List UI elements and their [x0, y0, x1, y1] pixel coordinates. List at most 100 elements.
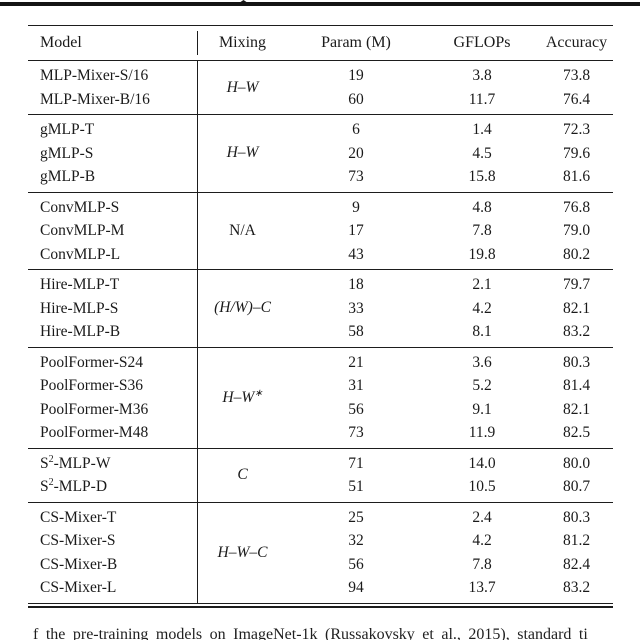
- accuracy-cell: 82.4: [562, 555, 591, 573]
- accuracy-cell: 80.7: [562, 478, 591, 495]
- model-cell: ConvMLP-S: [40, 198, 120, 216]
- param-cell: 18: [348, 276, 364, 293]
- param-cell: 60: [348, 90, 364, 108]
- model-cell: PoolFormer-S36: [40, 377, 144, 394]
- param-cell: 58: [348, 323, 364, 340]
- accuracy-cell: 79.6: [562, 144, 591, 162]
- accuracy-cell: 81.2: [562, 532, 591, 549]
- accuracy-cell: 82.1: [562, 400, 591, 418]
- column-header-accuracy: Accuracy: [545, 34, 608, 51]
- param-cell: 73: [348, 424, 364, 441]
- model-cell: ConvMLP-L: [40, 245, 121, 263]
- column-header-param: Param (M): [321, 34, 391, 51]
- accuracy-cell: 83.2: [562, 579, 591, 596]
- gflops-cell: 9.1: [472, 400, 492, 418]
- mixing-cell: N/A: [197, 196, 288, 267]
- accuracy-cell: 81.4: [562, 377, 591, 394]
- model-cell: gMLP-T: [40, 121, 95, 138]
- table-group: H–W–C CS-Mixer-T 25 2.4 80.3 CS-Mixer-S 32 4.2 8…: [28, 502, 613, 603]
- accuracy-cell: 80.3: [562, 353, 591, 371]
- model-cell: Hire-MLP-B: [40, 323, 121, 340]
- param-cell: 17: [348, 222, 364, 239]
- bottom-rule-line: [28, 602, 613, 605]
- param-cell: 73: [348, 168, 364, 185]
- model-cell: CS-Mixer-S: [40, 532, 116, 549]
- param-cell: 19: [348, 67, 364, 84]
- gflops-cell: 2.4: [472, 508, 492, 526]
- model-cell: PoolFormer-S24: [40, 353, 144, 371]
- mixing-value: H–W∗: [222, 387, 263, 406]
- gflops-cell: 11.9: [468, 424, 496, 441]
- accuracy-cell: 83.2: [562, 323, 591, 340]
- param-cell: 56: [348, 555, 364, 573]
- gflops-cell: 14.0: [468, 454, 496, 472]
- gflops-cell: 4.8: [472, 198, 492, 216]
- param-cell: 25: [348, 508, 364, 526]
- caption-fragment: f the pre-training models on ImageNet-1k…: [33, 626, 588, 640]
- gflops-cell: 10.5: [468, 478, 496, 495]
- accuracy-cell: 76.8: [562, 198, 591, 216]
- table-group: C S2-MLP-W 71 14.0 80.0 S2-MLP-D 51 10.5 80.7: [28, 448, 613, 503]
- table-group: H–W MLP-Mixer-S/16 19 3.8 73.8 MLP-Mixer-B/16…: [28, 61, 613, 115]
- table-group: H–W∗ PoolFormer-S24 21 3.6 80.3 PoolFormer-S3…: [28, 347, 613, 449]
- mixing-cell: H–W∗: [197, 351, 288, 445]
- table-group: (H/W)–C Hire-MLP-T 18 2.1 79.7 Hire-MLP-S 33 4.…: [28, 270, 613, 348]
- bottom-rule-line: [28, 606, 613, 609]
- gflops-cell: 5.2: [472, 377, 492, 394]
- gflops-cell: 4.2: [472, 532, 492, 549]
- model-cell: gMLP-S: [40, 144, 94, 162]
- mixing-value: H–W–C: [217, 543, 268, 561]
- param-cell: 56: [348, 400, 364, 418]
- model-cell: Hire-MLP-S: [40, 299, 119, 317]
- param-cell: 71: [348, 454, 364, 472]
- param-cell: 51: [348, 478, 364, 495]
- param-cell: 33: [348, 299, 364, 317]
- param-cell: 32: [348, 532, 364, 549]
- param-cell: 94: [348, 579, 364, 596]
- accuracy-cell: 80.3: [562, 508, 591, 526]
- gflops-cell: 19.8: [468, 245, 496, 263]
- table-bottom-rule: [28, 602, 613, 609]
- mixing-value: (H/W)–C: [214, 299, 271, 317]
- model-cell: gMLP-B: [40, 168, 96, 185]
- gflops-cell: 4.2: [472, 299, 492, 317]
- accuracy-cell: 76.4: [562, 90, 591, 108]
- mixing-value: H–W: [226, 144, 259, 162]
- model-cell: PoolFormer-M36: [40, 400, 149, 418]
- param-cell: 9: [352, 198, 360, 216]
- model-cell: S2-MLP-D: [40, 477, 108, 496]
- gflops-cell: 15.8: [468, 168, 496, 185]
- column-header-mixing: Mixing: [218, 34, 267, 51]
- superscript: 2: [48, 453, 54, 465]
- accuracy-cell: 80.2: [562, 245, 591, 263]
- mixing-value: N/A: [229, 221, 256, 239]
- superscript: ∗: [254, 387, 263, 399]
- cropped-content-divider-bar: [0, 2, 640, 6]
- accuracy-cell: 79.7: [562, 276, 591, 293]
- gflops-cell: 3.8: [472, 67, 492, 84]
- param-cell: 21: [348, 353, 364, 371]
- model-cell: CS-Mixer-T: [40, 508, 117, 526]
- mixing-cell: (H/W)–C: [197, 273, 288, 344]
- cut-off-glyph-fragment: [239, 0, 248, 3]
- column-header-gflops: GFLOPs: [453, 34, 511, 51]
- accuracy-cell: 72.3: [562, 121, 591, 138]
- gflops-cell: 7.8: [472, 555, 492, 573]
- table-header-row: Model Mixing Param (M) GFLOPs Accuracy: [28, 25, 613, 61]
- model-cell: PoolFormer-M48: [40, 424, 149, 441]
- model-cell: Hire-MLP-T: [40, 276, 120, 293]
- param-cell: 43: [348, 245, 364, 263]
- gflops-cell: 8.1: [472, 323, 492, 340]
- param-cell: 20: [348, 144, 364, 162]
- mixing-cell: H–W: [197, 118, 288, 189]
- accuracy-cell: 80.0: [562, 454, 591, 472]
- accuracy-cell: 73.8: [562, 67, 591, 84]
- mixing-cell: H–W: [197, 64, 288, 111]
- accuracy-cell: 82.1: [562, 299, 591, 317]
- mixing-cell: C: [197, 452, 288, 499]
- gflops-cell: 11.7: [468, 90, 496, 108]
- mixing-value: C: [237, 466, 248, 483]
- accuracy-cell: 82.5: [562, 424, 591, 441]
- model-cell: CS-Mixer-L: [40, 579, 117, 596]
